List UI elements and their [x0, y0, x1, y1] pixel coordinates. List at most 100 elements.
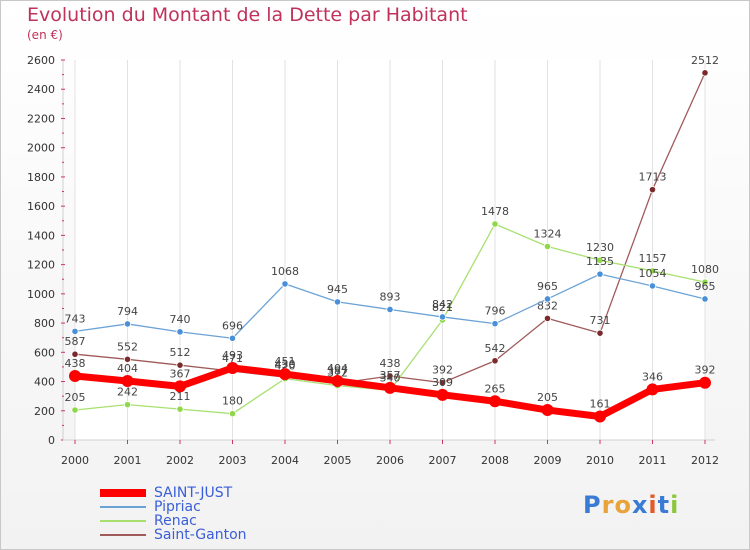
- legend-item-renac: Renac: [100, 514, 247, 528]
- data-label-pipriac: 743: [65, 312, 86, 325]
- data-label-saint-just: 346: [642, 370, 663, 383]
- data-point-saint-ganton: [701, 69, 709, 77]
- y-tick-label: 1600: [27, 200, 55, 213]
- data-point-saint-ganton: [648, 186, 657, 194]
- x-tick-label: 2000: [61, 454, 89, 467]
- data-point-pipriac: [491, 320, 499, 328]
- data-point-saint-ganton: [438, 379, 447, 387]
- data-point-pipriac: [596, 270, 604, 278]
- y-tick-label: 2000: [27, 142, 55, 155]
- data-label-renac: 1157: [639, 252, 667, 265]
- data-point-saint-just: [646, 383, 659, 396]
- data-point-saint-just: [594, 410, 606, 423]
- data-point-saint-ganton: [71, 350, 79, 358]
- proxiti-logo: Proxiti: [583, 491, 679, 519]
- legend-label: SAINT-JUST: [154, 485, 233, 501]
- data-label-pipriac: 842: [432, 298, 453, 311]
- logo-letter: i: [648, 491, 658, 519]
- data-label-renac: 1324: [534, 227, 562, 240]
- x-tick-label: 2008: [481, 454, 509, 467]
- chart-subtitle: (en €): [27, 28, 63, 42]
- y-tick-label: 800: [34, 317, 55, 330]
- data-label-saint-ganton: 438: [380, 357, 401, 370]
- data-label-renac: 211: [170, 390, 191, 403]
- data-label-pipriac: 696: [222, 319, 243, 332]
- data-label-saint-just: 438: [65, 357, 86, 370]
- logo-letter: r: [601, 491, 615, 519]
- data-point-renac: [543, 242, 552, 251]
- data-label-pipriac: 1054: [639, 267, 667, 280]
- data-label-saint-just: 367: [170, 367, 191, 380]
- data-point-pipriac: [543, 295, 552, 303]
- data-label-pipriac: 1135: [586, 255, 614, 268]
- data-label-renac: 205: [65, 391, 86, 404]
- data-label-saint-ganton: 552: [117, 340, 138, 353]
- data-label-saint-just: 205: [537, 391, 558, 404]
- data-label-saint-ganton: 387: [327, 364, 348, 377]
- y-tick-label: 1400: [27, 229, 55, 242]
- x-tick-label: 2007: [429, 454, 457, 467]
- data-point-renac: [123, 401, 132, 409]
- x-tick-label: 2006: [376, 454, 404, 467]
- data-label-pipriac: 794: [117, 305, 138, 318]
- data-label-renac: 340: [380, 371, 401, 384]
- data-label-saint-ganton: 2512: [691, 54, 719, 67]
- data-label-pipriac: 893: [380, 290, 401, 303]
- data-label-saint-just: 265: [485, 382, 506, 395]
- data-label-saint-just: 392: [695, 364, 716, 377]
- data-point-saint-ganton: [596, 329, 604, 337]
- legend-label: Renac: [154, 513, 197, 529]
- data-point-pipriac: [386, 305, 394, 314]
- y-tick-label: 200: [34, 405, 55, 418]
- data-point-saint-ganton: [543, 314, 552, 322]
- data-point-saint-ganton: [386, 372, 394, 380]
- data-point-saint-just: [279, 368, 291, 381]
- data-label-pipriac: 740: [170, 313, 191, 326]
- data-label-saint-just: 357: [380, 369, 401, 382]
- data-point-pipriac: [123, 320, 132, 328]
- data-point-saint-ganton: [491, 357, 499, 365]
- logo-letter: t: [657, 491, 671, 519]
- x-tick-label: 2005: [324, 454, 352, 467]
- data-point-saint-just: [174, 380, 186, 393]
- logo-letter: P: [583, 491, 602, 519]
- data-point-saint-just: [436, 388, 449, 401]
- line-chart: 0 200 400 600 800 1000 1200 1400 1600 1800 2000 220…: [27, 54, 719, 467]
- data-point-saint-just: [226, 361, 239, 374]
- data-label-saint-just: 404: [327, 362, 348, 375]
- x-tick-label: 2009: [534, 454, 562, 467]
- data-label-pipriac: 796: [485, 305, 506, 318]
- data-label-renac: 420: [275, 360, 296, 373]
- data-point-saint-just: [541, 404, 554, 417]
- legend-item-saint-ganton: Saint-Ganton: [100, 528, 247, 542]
- data-label-saint-just: 309: [432, 376, 453, 389]
- data-label-saint-ganton: 430: [275, 358, 296, 371]
- data-label-renac: 1478: [481, 205, 509, 218]
- data-label-saint-ganton: 832: [537, 299, 558, 312]
- data-label-saint-ganton: 542: [485, 342, 506, 355]
- data-label-pipriac: 965: [695, 280, 716, 293]
- data-point-renac: [596, 256, 604, 264]
- data-point-pipriac: [648, 282, 657, 290]
- legend-label: Saint-Ganton: [154, 527, 247, 543]
- data-label-saint-ganton: 512: [170, 346, 191, 359]
- data-point-pipriac: [281, 280, 289, 288]
- data-point-pipriac: [438, 313, 447, 321]
- data-point-saint-ganton: [176, 361, 184, 369]
- data-point-saint-just: [69, 369, 81, 382]
- data-point-pipriac: [176, 328, 184, 336]
- legend-item-saint-just: SAINT-JUST: [100, 486, 247, 500]
- data-label-pipriac: 965: [537, 280, 558, 293]
- logo-letter: x: [631, 491, 649, 519]
- logo-letter: i: [670, 491, 680, 519]
- y-tick-label: 1800: [27, 171, 55, 184]
- data-label-saint-ganton: 392: [432, 364, 453, 377]
- data-label-renac: 821: [432, 301, 453, 314]
- data-label-renac: 1080: [691, 263, 719, 276]
- data-point-saint-just: [384, 381, 396, 394]
- legend-swatch: [100, 506, 146, 508]
- data-label-saint-ganton: 731: [590, 314, 611, 327]
- data-label-saint-just: 493: [222, 349, 243, 362]
- y-tick-label: 400: [34, 376, 55, 389]
- data-point-saint-just: [489, 395, 501, 408]
